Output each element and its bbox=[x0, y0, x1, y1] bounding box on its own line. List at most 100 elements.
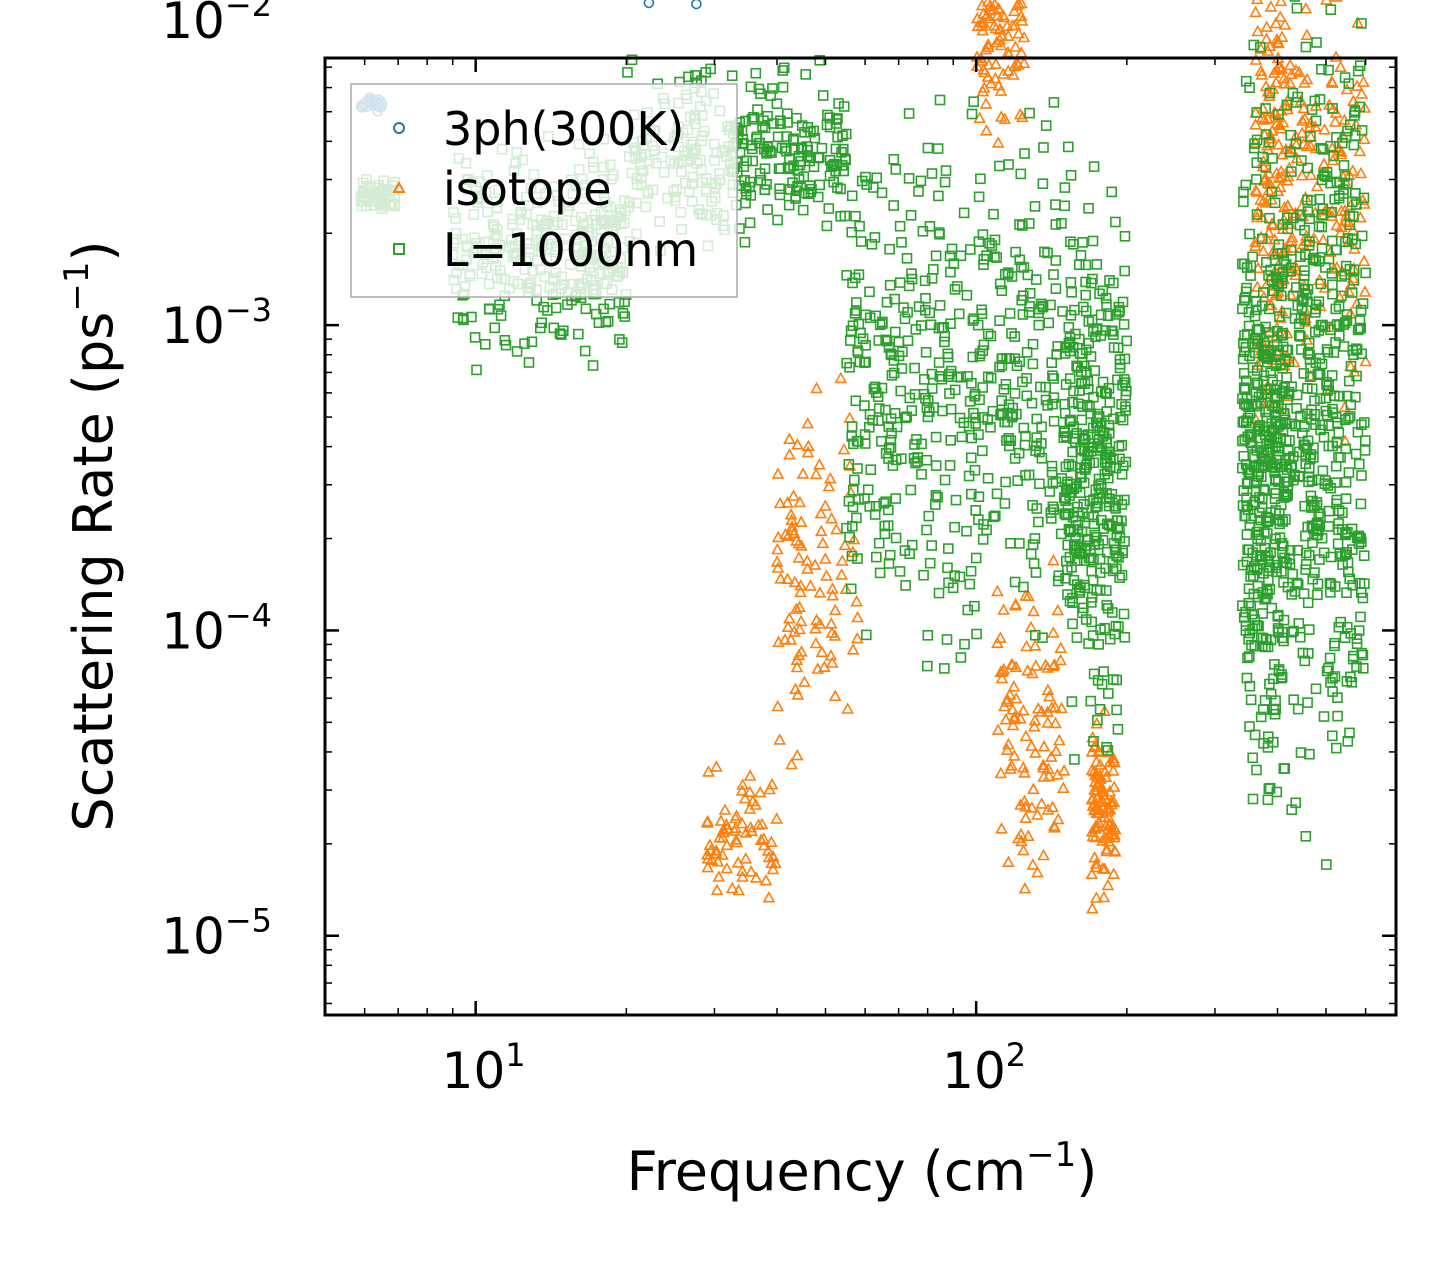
data-point bbox=[1120, 389, 1132, 401]
data-point bbox=[1065, 309, 1077, 321]
data-point bbox=[913, 186, 924, 197]
data-point bbox=[1074, 385, 1085, 396]
data-point bbox=[884, 243, 895, 255]
data-point bbox=[1076, 377, 1088, 389]
data-point bbox=[1086, 597, 1097, 608]
data-point bbox=[905, 484, 917, 496]
data-point bbox=[1040, 381, 1051, 393]
data-point bbox=[1047, 554, 1060, 566]
data-point bbox=[579, 345, 591, 357]
data-point bbox=[1333, 301, 1345, 312]
data-point bbox=[1260, 641, 1271, 653]
data-point bbox=[916, 468, 927, 480]
data-point bbox=[1102, 518, 1113, 530]
data-point bbox=[1258, 287, 1269, 298]
data-point bbox=[795, 645, 808, 657]
data-point bbox=[1285, 146, 1296, 157]
data-point bbox=[1002, 855, 1015, 868]
data-point bbox=[1244, 680, 1256, 692]
data-point bbox=[729, 811, 742, 824]
data-point bbox=[775, 115, 786, 126]
data-point bbox=[820, 569, 833, 581]
data-point bbox=[1016, 294, 1028, 306]
data-point bbox=[890, 164, 902, 175]
data-point bbox=[1244, 82, 1255, 93]
data-point bbox=[1250, 296, 1262, 308]
data-point bbox=[981, 70, 995, 82]
data-point bbox=[1299, 2, 1313, 14]
data-point bbox=[1113, 441, 1125, 452]
data-point bbox=[728, 824, 741, 836]
data-point bbox=[781, 620, 795, 633]
data-point bbox=[749, 798, 763, 810]
data-point bbox=[740, 183, 752, 194]
data-point bbox=[1046, 357, 1057, 369]
data-point bbox=[876, 435, 887, 447]
data-point bbox=[1070, 436, 1081, 448]
data-point bbox=[1095, 386, 1107, 398]
data-point bbox=[770, 812, 784, 824]
data-point bbox=[1335, 452, 1346, 463]
data-point bbox=[939, 336, 950, 348]
data-point bbox=[1082, 533, 1094, 545]
data-point bbox=[1000, 695, 1014, 707]
data-point bbox=[726, 70, 738, 81]
data-point bbox=[1334, 60, 1347, 72]
data-point bbox=[1119, 231, 1131, 242]
data-point bbox=[1296, 155, 1307, 166]
data-point bbox=[1352, 426, 1364, 438]
data-point bbox=[1315, 511, 1326, 523]
data-point bbox=[1330, 303, 1342, 315]
data-point bbox=[772, 635, 785, 648]
data-point bbox=[860, 629, 872, 641]
data-point bbox=[1036, 421, 1047, 433]
data-point bbox=[1099, 622, 1110, 634]
legend-box bbox=[350, 83, 738, 298]
data-point bbox=[865, 464, 877, 476]
data-point bbox=[1349, 118, 1363, 130]
data-point bbox=[1041, 661, 1055, 673]
data-point bbox=[1021, 829, 1035, 842]
data-point bbox=[1336, 271, 1348, 282]
data-point bbox=[1073, 333, 1085, 345]
data-point bbox=[1088, 554, 1099, 566]
data-point bbox=[1347, 579, 1359, 591]
data-point bbox=[1008, 749, 1021, 761]
data-point bbox=[1330, 477, 1341, 488]
data-point bbox=[1252, 562, 1263, 574]
data-point bbox=[967, 351, 979, 363]
data-point bbox=[1009, 40, 1022, 52]
data-point bbox=[784, 508, 798, 520]
data-point bbox=[1240, 383, 1251, 394]
data-point bbox=[1257, 194, 1270, 207]
data-point bbox=[994, 278, 1006, 290]
data-point bbox=[1274, 311, 1285, 322]
data-point bbox=[1007, 680, 1021, 692]
data-point bbox=[1049, 744, 1063, 757]
data-point bbox=[1065, 277, 1077, 288]
data-point bbox=[1095, 478, 1107, 490]
data-point bbox=[1096, 514, 1107, 526]
data-point bbox=[1047, 370, 1058, 382]
data-point bbox=[1107, 867, 1121, 880]
series-triangle bbox=[700, 0, 1372, 914]
data-point bbox=[959, 638, 970, 650]
data-point bbox=[996, 359, 1008, 371]
data-point bbox=[1113, 621, 1124, 633]
data-point bbox=[747, 155, 759, 167]
data-point bbox=[1338, 434, 1352, 447]
data-point bbox=[952, 281, 963, 292]
data-point bbox=[1275, 148, 1289, 160]
data-point bbox=[988, 208, 999, 220]
data-point bbox=[1262, 516, 1273, 528]
data-point bbox=[1037, 178, 1049, 189]
data-point bbox=[1358, 662, 1369, 674]
data-point bbox=[846, 431, 858, 442]
data-point bbox=[1342, 735, 1354, 747]
data-point bbox=[839, 210, 851, 222]
data-point bbox=[813, 458, 826, 470]
data-point bbox=[852, 463, 863, 474]
data-point bbox=[864, 286, 875, 298]
data-point bbox=[1343, 412, 1354, 424]
data-point bbox=[1101, 299, 1112, 310]
